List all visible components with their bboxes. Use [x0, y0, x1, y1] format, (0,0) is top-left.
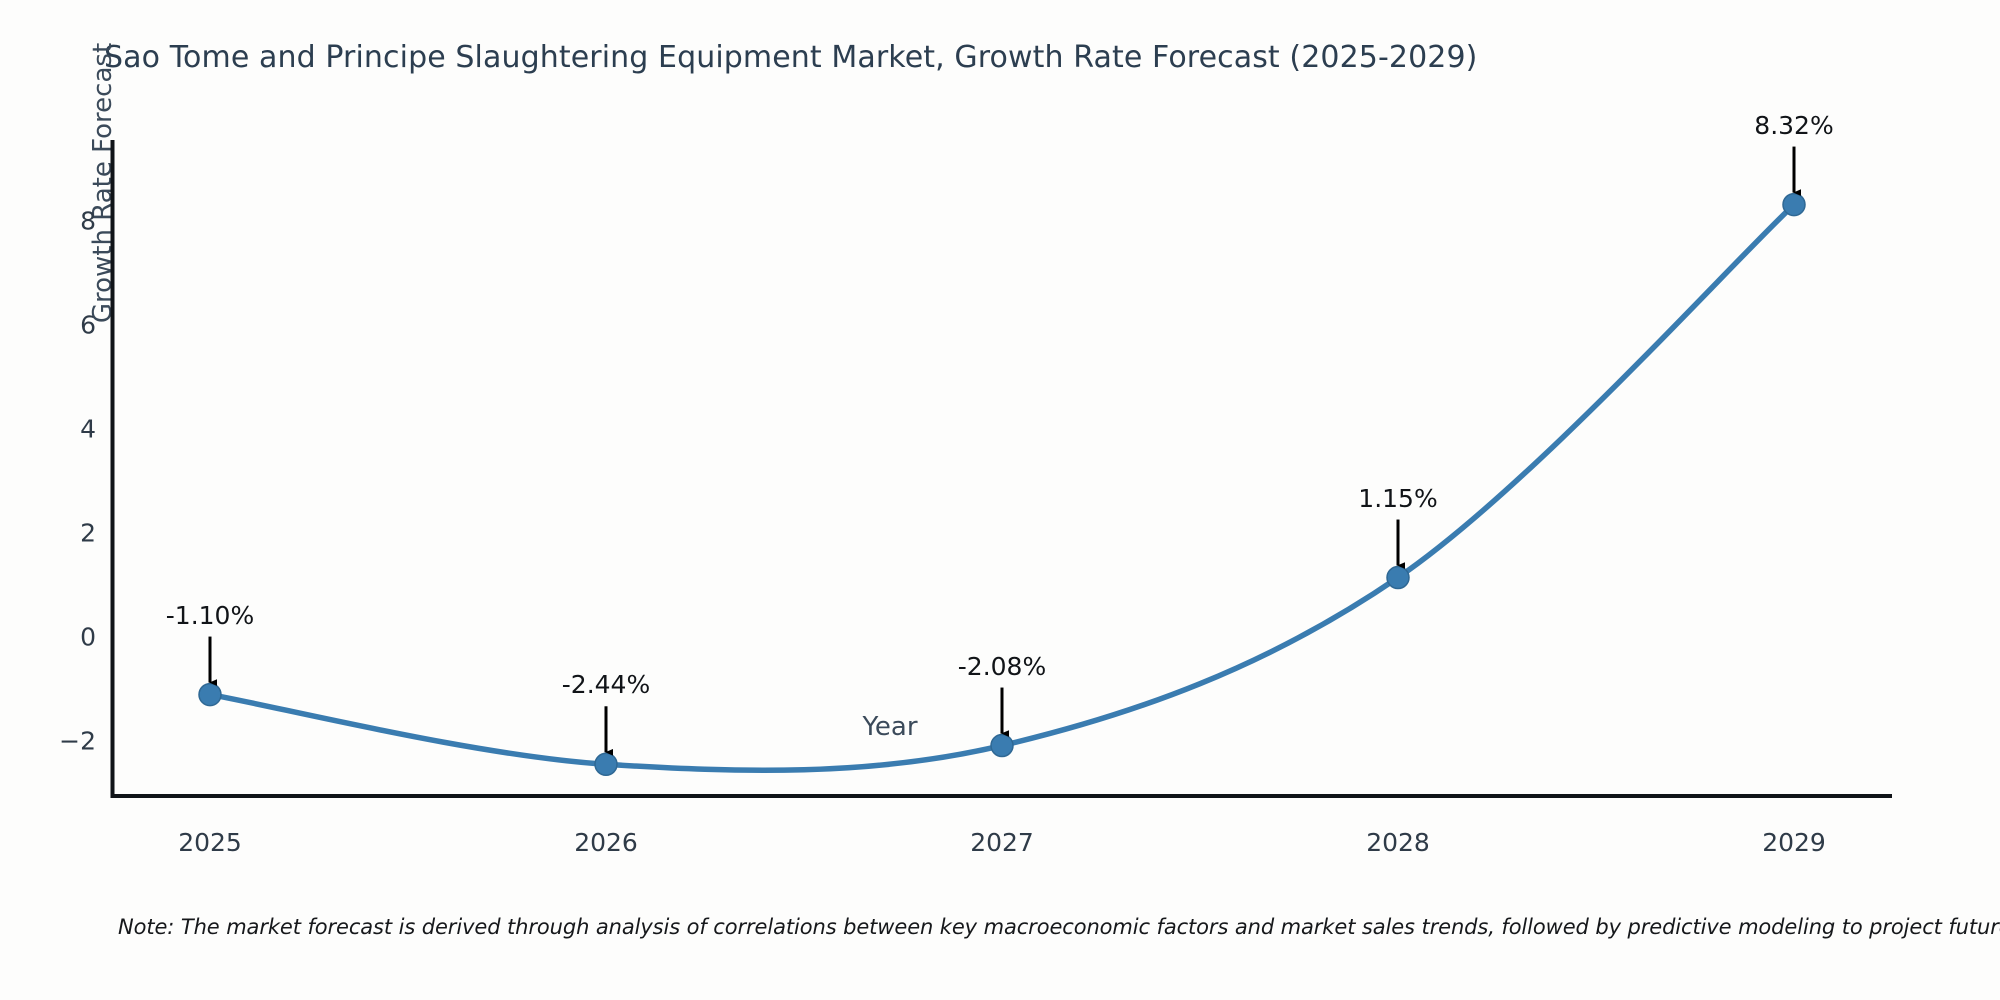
x-tick-label: 2025	[178, 828, 242, 857]
x-tick-label: 2028	[1366, 828, 1430, 857]
data-series-line	[207, 201, 1797, 774]
data-point-label: 1.15%	[1358, 483, 1438, 513]
plot-area: 8 6 4 2 0 −2 2025 2026 2027 2028 2029 -1…	[59, 111, 1892, 857]
annotation-arrows	[208, 146, 1802, 756]
data-point-marker	[1782, 192, 1806, 217]
data-point-label: -2.08%	[957, 651, 1047, 681]
data-point-label: 8.32%	[1754, 110, 1834, 140]
x-tick-label: 2027	[970, 828, 1034, 857]
data-point-label: -1.10%	[165, 600, 255, 630]
data-point-label: -2.44%	[561, 670, 651, 700]
y-tick-label: 2	[80, 518, 96, 548]
y-tick-label: 4	[80, 414, 96, 444]
chart-svg	[110, 140, 1892, 798]
data-point-marker	[594, 752, 618, 777]
y-tick-label: 6	[80, 310, 96, 340]
y-tick-label: 8	[80, 206, 96, 236]
page-title: Sao Tome and Principe Slaughtering Equip…	[104, 40, 1478, 75]
x-tick-label: 2026	[574, 828, 638, 857]
x-tick-label: 2029	[1762, 828, 1826, 857]
chart-footnote: Note: The market forecast is derived thr…	[118, 915, 2000, 939]
y-tick-label: 0	[80, 622, 96, 652]
y-tick-label: −2	[59, 726, 96, 756]
x-axis-title: Year	[862, 712, 918, 742]
data-point-marker	[1386, 565, 1410, 590]
data-point-marker	[198, 682, 222, 707]
